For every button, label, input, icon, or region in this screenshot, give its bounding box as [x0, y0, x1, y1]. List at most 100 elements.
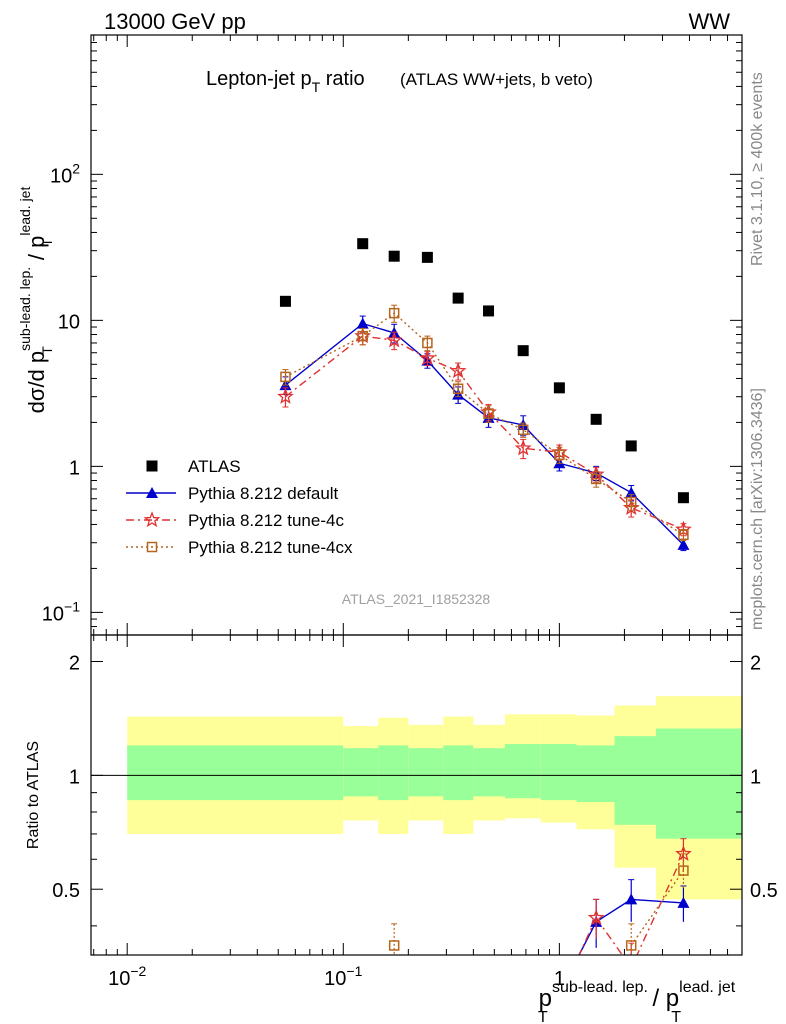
x-tick-label: 1 — [554, 968, 565, 990]
ratio-y-tick-label-right: 1 — [750, 766, 761, 788]
data-point — [590, 473, 602, 485]
data-point — [517, 345, 529, 357]
legend: ATLAS Pythia 8.212 default Pythia 8.212 tu… — [126, 457, 353, 557]
data-point — [553, 382, 565, 394]
beam-label: 13000 GeV pp — [104, 9, 246, 34]
data-point — [277, 387, 294, 404]
ratio-line — [595, 898, 684, 923]
legend-marker — [143, 511, 161, 528]
series-3 — [280, 304, 689, 542]
ratio-point — [587, 909, 605, 925]
ratio-entry-line — [578, 917, 597, 955]
x-tick-base: 10 — [108, 968, 130, 990]
data-point — [678, 529, 689, 541]
legend-label: Pythia 8.212 default — [188, 484, 339, 503]
ratio-point — [388, 940, 400, 951]
ratio-y-tick-label-right: 0.5 — [750, 880, 778, 902]
series-0 — [279, 238, 689, 504]
legend-label: Pythia 8.212 tune-4cx — [188, 538, 353, 557]
ratio-uncertainty-bands — [91, 696, 742, 900]
ratio-band-green — [614, 736, 657, 825]
legend-label: ATLAS — [188, 457, 241, 476]
data-point — [356, 317, 369, 329]
y-tick-label: 10 — [58, 311, 80, 333]
ylabel-sub1: T — [39, 346, 55, 355]
xlabel-sub1: T — [538, 1009, 548, 1024]
ratio-y-tick-label: 2 — [69, 652, 80, 674]
legend-marker — [146, 460, 158, 472]
data-point — [625, 440, 637, 452]
svg-text:dσ/d psub-lead. lep.T / plead.: dσ/d psub-lead. lep. T / plead. jet T — [17, 187, 55, 414]
xlabel-p1: p — [539, 985, 552, 1012]
series-2 — [277, 327, 692, 537]
ratio-band-green — [408, 748, 444, 797]
ratio-band-green — [656, 728, 742, 839]
ylabel-sub2: T — [39, 238, 55, 247]
y-tick-label: 102 — [50, 160, 80, 187]
chart-title-rest: ratio — [320, 68, 364, 90]
ratio-series-2 — [388, 853, 689, 955]
ratio-y-tick-label: 0.5 — [52, 880, 80, 902]
legend-marker — [146, 487, 158, 498]
legend-marker — [146, 541, 158, 553]
ratio-point — [625, 940, 637, 951]
ratio-y-label: Ratio to ATLAS — [25, 741, 42, 849]
ratio-band-green — [378, 745, 409, 801]
chart-title: Lepton-jet pT ratio — [206, 68, 365, 95]
legend-label: Pythia 8.212 tune-4c — [188, 511, 344, 530]
ratio-band-green — [343, 748, 379, 797]
ratio-point — [678, 865, 689, 876]
ratio-data-layer — [388, 838, 692, 974]
xlabel-sup2: lead. jet — [679, 979, 736, 996]
ylabel-sup1: sub-lead. lep. — [17, 267, 33, 351]
y-tick-label: 1 — [69, 457, 80, 479]
ratio-point — [675, 845, 692, 862]
x-tick-base: 10 — [324, 968, 346, 990]
data-point — [279, 295, 291, 307]
ylabel-sep: / p — [24, 236, 49, 267]
xlabel-sub2: T — [671, 1009, 681, 1024]
data-point — [421, 251, 433, 263]
data-point — [452, 383, 464, 395]
ratio-point — [677, 896, 690, 908]
data-point — [483, 408, 494, 419]
data-point — [625, 496, 637, 508]
x-axis-label: psub-lead. lep. T / plead. jet T — [538, 979, 736, 1024]
chart-title-main: Lepton-jet p — [206, 68, 312, 90]
chart-title-sub: T — [312, 79, 321, 95]
data-point — [385, 331, 403, 348]
ratio-band-green — [576, 745, 615, 803]
data-point — [422, 337, 433, 349]
data-point — [677, 538, 690, 550]
x-tick-exp: −1 — [346, 963, 362, 979]
y-tick-exp: −1 — [64, 598, 80, 614]
ratio-band-green — [443, 745, 474, 801]
data-point — [677, 492, 689, 504]
x-tick-label: 10−2 — [108, 963, 146, 990]
data-point — [449, 362, 467, 379]
data-point — [590, 413, 602, 425]
ratio-y-tick-label: 1 — [69, 766, 80, 788]
data-point — [554, 449, 565, 461]
chart-title-extra: (ATLAS WW+jets, b veto) — [400, 70, 593, 89]
data-point — [357, 330, 368, 342]
process-label: WW — [688, 9, 730, 34]
ratio-line — [595, 853, 685, 955]
ratio-series-1 — [578, 838, 692, 974]
ratio-band-green — [540, 744, 577, 801]
x-tick-exp: −2 — [130, 963, 146, 979]
data-point — [280, 371, 291, 383]
rivet-label: Rivet 3.1.10, ≥ 400k events — [749, 72, 766, 266]
ratio-band-green — [504, 744, 541, 799]
y-tick-base: 1 — [69, 457, 80, 479]
ratio-band-green — [127, 745, 344, 801]
ratio-point — [625, 893, 638, 905]
ratio-point — [625, 961, 638, 974]
x-tick-base: 1 — [554, 968, 565, 990]
xlabel-sup1: sub-lead. lep. — [552, 979, 648, 996]
analysis-id: ATLAS_2021_I1852328 — [342, 591, 491, 607]
ylabel-sup2: lead. jet — [17, 187, 33, 236]
y-tick-base: 10 — [42, 603, 64, 625]
